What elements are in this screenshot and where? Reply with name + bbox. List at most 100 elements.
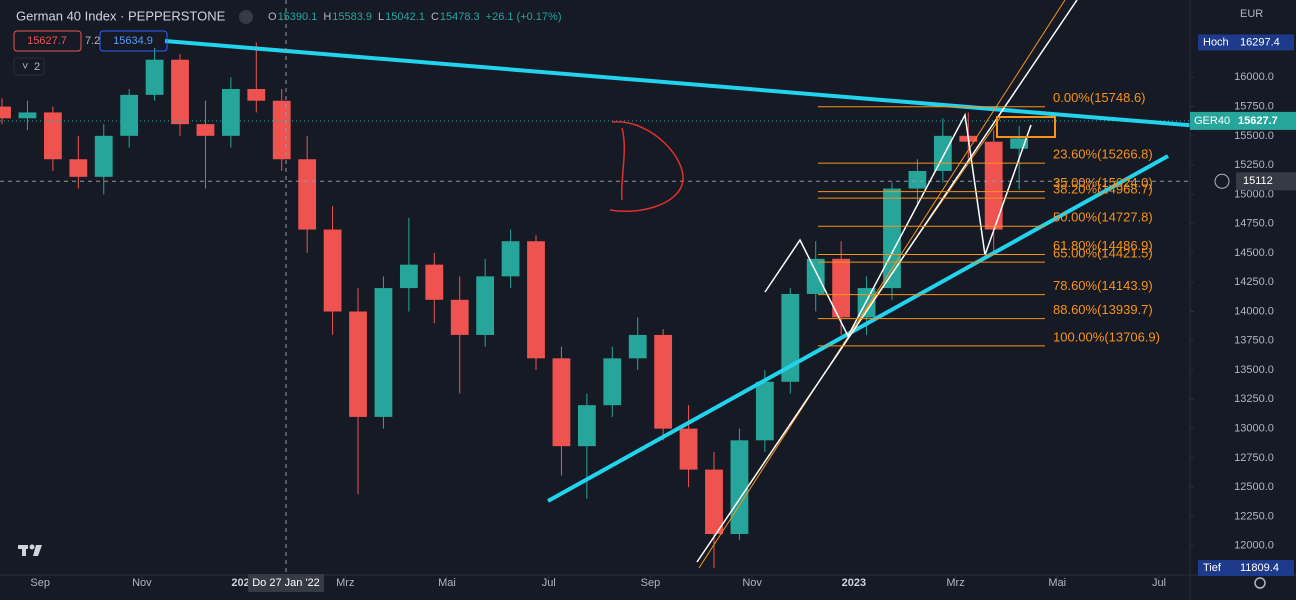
y-tick-label: 15750.0 <box>1234 100 1274 112</box>
fib-label: 38.20%(14968.7) <box>1053 182 1153 197</box>
zigzag[interactable] <box>764 112 1032 338</box>
candle-body <box>171 59 189 125</box>
spread: 7.2 <box>85 35 100 47</box>
candle-body <box>349 311 367 417</box>
low-label: Tief <box>1203 562 1222 574</box>
candle-body <box>69 159 88 177</box>
last-badge <box>1190 111 1296 130</box>
fib-label: 0.00%(15748.6) <box>1053 90 1146 105</box>
candle-body <box>374 288 393 417</box>
change: +26.1 (+0.17%) <box>486 11 562 23</box>
candle-body <box>730 440 749 535</box>
candle-body <box>1010 138 1029 149</box>
candle-body <box>908 170 927 189</box>
chevron: ˅ <box>22 61 28 73</box>
ohlc-key: O <box>268 11 277 23</box>
fib-label: 78.60%(14143.9) <box>1053 278 1153 293</box>
y-tick-label: 12750.0 <box>1234 452 1274 464</box>
y-tick-label: 12250.0 <box>1234 510 1274 522</box>
trend-line[interactable] <box>696 0 1078 563</box>
sell-price: 15627.7 <box>27 35 67 47</box>
candle-body <box>679 428 698 470</box>
ohlc-key: C <box>431 11 439 23</box>
crosshair-price-badge <box>1236 172 1296 191</box>
y-tick-label: 14000.0 <box>1234 305 1274 317</box>
trend-line[interactable] <box>547 154 1169 503</box>
candle-body <box>806 258 825 294</box>
trend-line[interactable] <box>164 39 1296 134</box>
fib-label: 100.00%(13706.9) <box>1053 329 1160 344</box>
candle-body <box>450 299 469 335</box>
candle-body <box>94 135 113 177</box>
indicator-toggle[interactable] <box>13 57 45 76</box>
candle-body <box>145 59 164 95</box>
header: German 40 Index · PEPPERSTONE 15627.7 7.… <box>13 8 562 556</box>
candle-body <box>832 258 851 318</box>
candle-body <box>298 159 317 230</box>
drawings: 0.00%(15748.6) 23.60%(15266.8) 35.00%(1502… <box>164 0 1296 575</box>
currency[interactable]: EUR <box>1240 8 1263 20</box>
ohlc-key: L <box>378 11 384 23</box>
candle-body <box>18 112 37 119</box>
candle-body <box>527 241 545 359</box>
indicator-count: 2 <box>34 61 40 73</box>
y-tick-label: 14250.0 <box>1234 276 1274 288</box>
y-tick-label: 13000.0 <box>1234 423 1274 435</box>
hand-drawn-d[interactable] <box>609 121 684 212</box>
crosshair-date-badge <box>248 574 324 592</box>
candle-body <box>628 334 647 359</box>
x-tick-label: Mrz <box>336 577 354 589</box>
y-tick-label: 14750.0 <box>1234 218 1274 230</box>
low-value: 11809.4 <box>1240 562 1279 574</box>
settings-icon[interactable] <box>1254 577 1266 589</box>
buy-price: 15634.9 <box>113 35 153 47</box>
y-tick-label: 12500.0 <box>1234 481 1274 493</box>
x-tick-label: Jul <box>542 577 556 589</box>
fib-fan-line[interactable] <box>698 0 1066 569</box>
candle-body <box>501 241 520 277</box>
candle-body <box>933 135 952 171</box>
candle-body <box>755 381 774 441</box>
last-value: 15627.7 <box>1238 115 1278 127</box>
candle-body <box>272 100 291 160</box>
y-tick-label: 15500.0 <box>1234 130 1274 142</box>
candle-body <box>247 89 266 101</box>
candle-body <box>323 229 342 312</box>
y-tick-label: 13750.0 <box>1234 335 1274 347</box>
ohlc-value: 15478.3 <box>440 11 480 23</box>
high-label: Hoch <box>1203 36 1229 48</box>
close-icon[interactable] <box>239 10 253 24</box>
x-tick-label: Nov <box>742 577 762 589</box>
ohlc-key: H <box>323 11 331 23</box>
ohlc-value: 15390.1 <box>278 11 318 23</box>
rectangle[interactable] <box>996 116 1056 138</box>
fib-label: 65.00%(14421.5) <box>1053 246 1153 261</box>
add-alert-icon[interactable] <box>1214 173 1230 189</box>
fib-label: 35.00%(15024.0) <box>1053 175 1153 190</box>
x-tick-label: Mrz <box>946 577 964 589</box>
y-tick-label: 13500.0 <box>1234 364 1274 376</box>
sell-box[interactable] <box>13 30 82 52</box>
crosshair-date: Do 27 Jan '22 <box>252 577 320 589</box>
x-tick-label: 2023 <box>842 577 866 589</box>
fib-label: 88.60%(13939.7) <box>1053 302 1153 317</box>
candle-body <box>552 358 571 447</box>
high-badge <box>1198 34 1294 51</box>
last-symbol: GER40 <box>1194 115 1230 127</box>
candle-body <box>654 334 673 429</box>
candle-body <box>883 188 901 289</box>
candle-body <box>577 405 596 447</box>
tv-logo <box>18 544 42 556</box>
ohlc-value: 15042.1 <box>385 11 425 23</box>
fib-label: 61.80%(14486.9) <box>1053 238 1153 253</box>
plot-area <box>0 42 1190 569</box>
candle-body <box>399 264 418 289</box>
buy-box[interactable] <box>99 30 168 52</box>
candle-body <box>43 112 62 160</box>
candle-body <box>781 293 800 382</box>
y-tick-label: 13250.0 <box>1234 393 1274 405</box>
candle-body <box>476 276 495 335</box>
y-tick-label: 15000.0 <box>1234 188 1274 200</box>
